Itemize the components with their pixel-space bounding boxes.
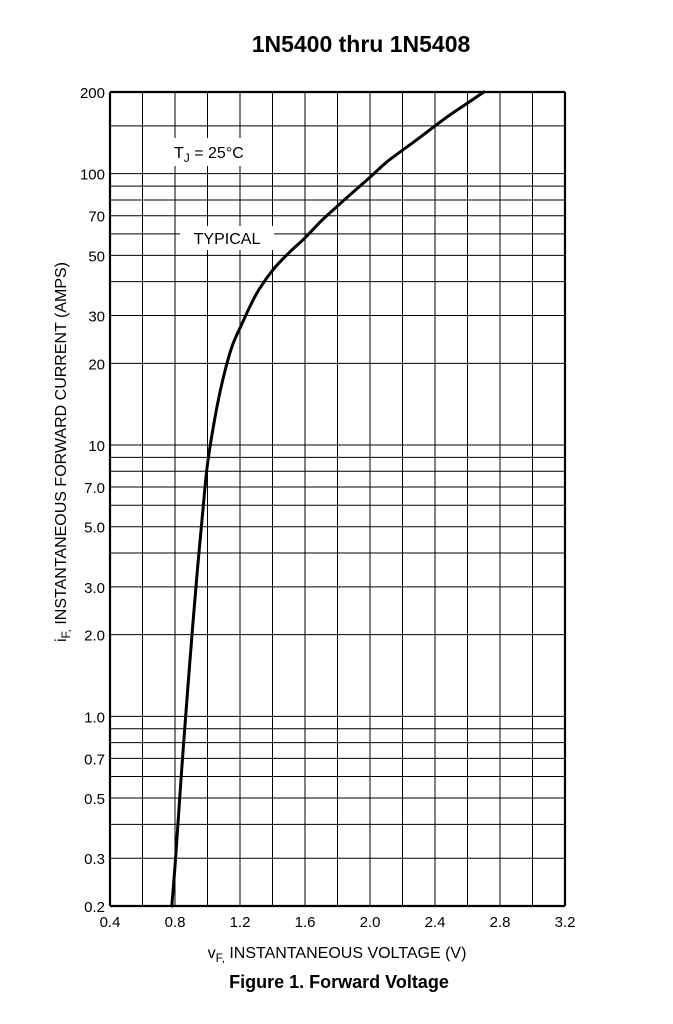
y-tick-label: 0.7	[84, 751, 105, 768]
y-tick-label: 0.5	[84, 791, 105, 808]
x-tick-label: 3.2	[555, 914, 576, 931]
y-tick-label: 2.0	[84, 628, 105, 645]
x-tick-label: 1.6	[295, 914, 316, 931]
x-tick-label: 0.8	[165, 914, 186, 931]
x-tick-label: 2.8	[490, 914, 511, 931]
y-tick-label: 200	[80, 85, 105, 102]
y-tick-label: 10	[88, 438, 105, 455]
x-tick-label: 2.0	[360, 914, 381, 931]
typical-annotation: TYPICAL	[180, 226, 274, 250]
x-tick-label: 2.4	[425, 914, 446, 931]
y-tick-label: 1.0	[84, 709, 105, 726]
y-tick-label: 50	[88, 248, 105, 265]
y-axis-label: iF, INSTANTANEOUS FORWARD CURRENT (AMPS)	[53, 262, 73, 642]
x-tick-label: 0.4	[100, 914, 121, 931]
y-tick-label: 70	[88, 209, 105, 226]
grid	[108, 90, 567, 908]
x-label-subscript: F,	[216, 951, 225, 965]
y-tick-label: 100	[80, 167, 105, 184]
tick-labels: 0.4 0.8 1.2 1.6 2.0 2.4 2.8 3.2 0.2 0.3 0.5 0.7 1.0 2…	[80, 85, 575, 931]
x-axis-label: vF, INSTANTANEOUS VOLTAGE (V)	[208, 945, 467, 965]
y-tick-label: 0.3	[84, 851, 105, 868]
y-tick-label: 3.0	[84, 580, 105, 597]
condition-annotation: TJ = 25°C	[168, 138, 264, 166]
x-tick-label: 1.2	[230, 914, 251, 931]
svg-text:iF, INSTANTANEOUS FORWARD CURR: iF, INSTANTANEOUS FORWARD CURRENT (AMPS)	[53, 262, 73, 642]
x-label-prefix: v	[208, 945, 216, 962]
svg-text:TJ = 25°C: TJ = 25°C	[174, 145, 244, 165]
typical-label: TYPICAL	[194, 231, 261, 248]
y-label-text: INSTANTANEOUS FORWARD CURRENT (AMPS)	[53, 262, 70, 629]
y-label-prefix: i	[53, 638, 70, 642]
chart-title: 1N5400 thru 1N5408	[252, 31, 471, 57]
condition-subscript: J	[184, 151, 190, 165]
figure-caption: Figure 1. Forward Voltage	[229, 972, 449, 992]
y-tick-label: 30	[88, 309, 105, 326]
condition-text: = 25°C	[190, 145, 244, 162]
y-tick-label: 7.0	[84, 480, 105, 497]
forward-voltage-curve	[170, 90, 486, 908]
svg-text:vF, INSTANTANEOUS VOLTAGE (V): vF, INSTANTANEOUS VOLTAGE (V)	[208, 945, 467, 965]
x-label-text: INSTANTANEOUS VOLTAGE (V)	[225, 945, 467, 962]
y-tick-label: 5.0	[84, 520, 105, 537]
y-label-subscript: F,	[59, 629, 73, 638]
condition-prefix: T	[174, 145, 184, 162]
y-tick-label: 20	[88, 356, 105, 373]
y-tick-label: 0.2	[84, 899, 105, 916]
